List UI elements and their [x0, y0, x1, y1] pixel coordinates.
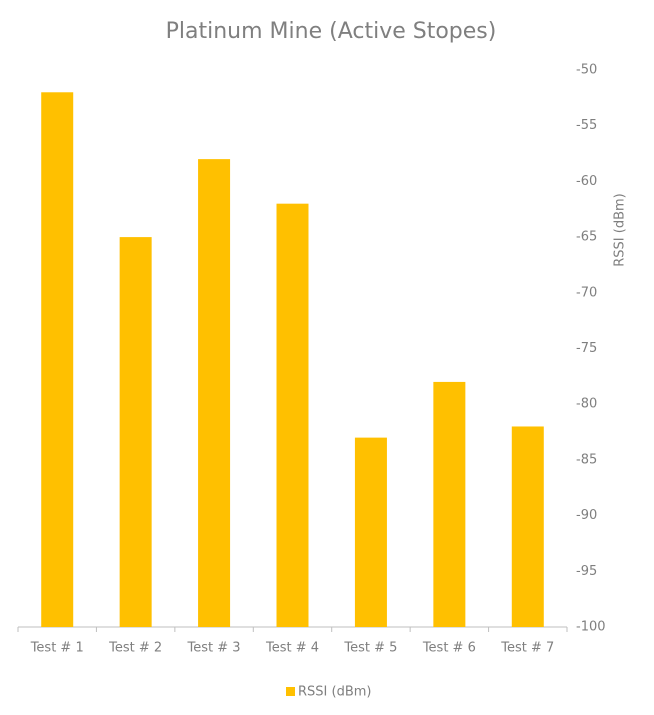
y-tick-label: -60 [576, 174, 597, 189]
x-tick-label: Test # 4 [265, 641, 319, 656]
legend-label: RSSI (dBm) [298, 685, 371, 700]
x-tick-label: Test # 6 [422, 641, 476, 656]
x-tick-label: Test # 1 [30, 641, 84, 656]
x-tick-label: Test # 7 [500, 641, 554, 656]
bar [276, 203, 309, 627]
y-tick-label: -50 [576, 63, 597, 78]
y-tick-label: -70 [576, 285, 597, 300]
x-tick-label: Test # 5 [343, 641, 397, 656]
x-tick-label: Test # 3 [187, 641, 241, 656]
y-tick-label: -80 [576, 397, 597, 412]
bar [119, 237, 152, 627]
chart-title: Platinum Mine (Active Stopes) [166, 19, 497, 44]
legend-swatch [286, 687, 295, 696]
bar [354, 437, 387, 627]
bar [511, 426, 544, 627]
y-tick-label: -95 [576, 564, 597, 579]
y-tick-label: -90 [576, 508, 597, 523]
y-tick-label: -85 [576, 452, 597, 467]
y-tick-label: -65 [576, 230, 597, 245]
y-axis-label: RSSI (dBm) [613, 193, 628, 266]
bar [198, 159, 231, 627]
x-tick-label: Test # 2 [108, 641, 162, 656]
y-tick-label: -75 [576, 341, 597, 356]
y-tick-label: -100 [576, 620, 606, 635]
bar [433, 381, 466, 627]
y-tick-label: -55 [576, 118, 597, 133]
bar [41, 92, 74, 627]
